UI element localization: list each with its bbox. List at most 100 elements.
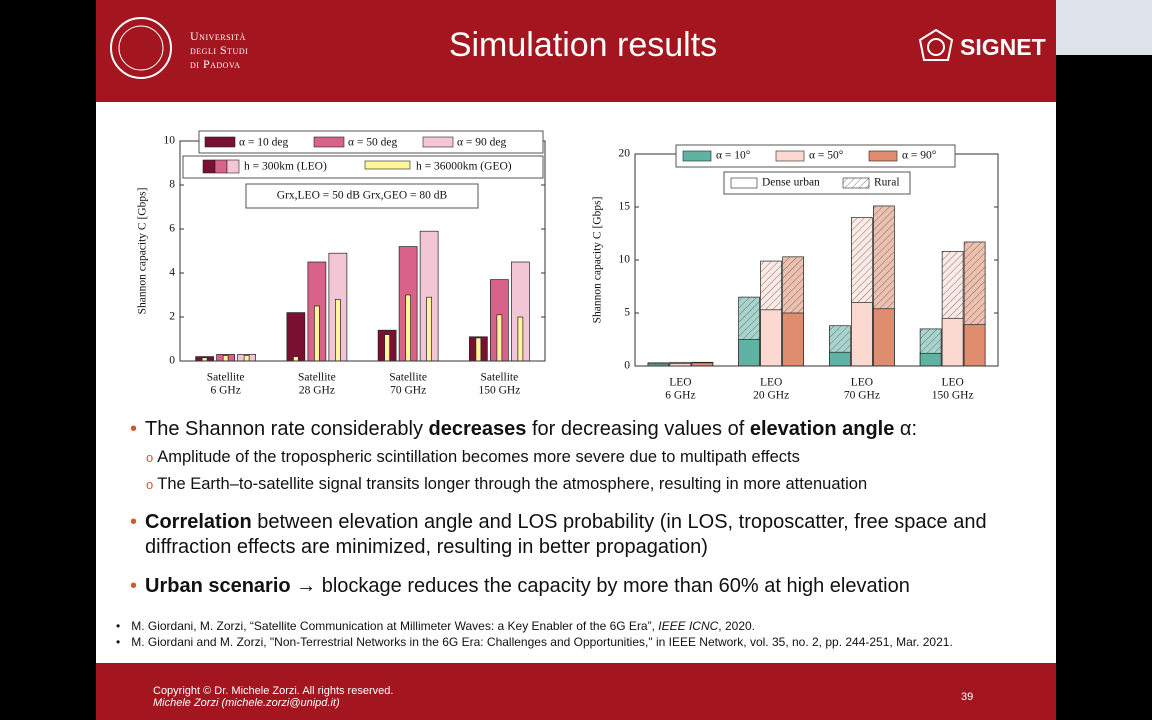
reference: M. Giordani and M. Zorzi, "Non-Terrestri… xyxy=(116,635,953,649)
text-run: between elevation angle and LOS probabil… xyxy=(145,511,987,558)
bar xyxy=(222,355,229,362)
x-tick-label: Satellite xyxy=(298,372,336,384)
y-tick-label: 15 xyxy=(619,201,631,213)
bar xyxy=(405,294,411,362)
legend-box xyxy=(675,144,956,168)
university-name: Università xyxy=(190,29,246,43)
reference: M. Giordani, M. Zorzi, “Satellite Commun… xyxy=(116,619,755,633)
y-tick-label: 8 xyxy=(169,179,175,191)
bar xyxy=(782,312,804,367)
bar xyxy=(475,337,482,362)
text-run: α: xyxy=(894,418,918,440)
bar xyxy=(851,302,873,367)
legend-label: Rural xyxy=(874,177,900,189)
x-tick-label: 70 GHz xyxy=(844,390,880,402)
y-axis-label: Shannon capacity C [Gbps] xyxy=(137,188,149,315)
text-run: IEEE ICNC xyxy=(658,619,719,633)
university-name: degli Studi xyxy=(190,43,249,57)
signet-logo: SIGNET xyxy=(960,34,1046,60)
bar xyxy=(314,305,320,362)
y-tick-label: 20 xyxy=(619,148,631,160)
bar xyxy=(517,316,524,362)
x-tick-label: 20 GHz xyxy=(753,390,789,402)
bar xyxy=(941,317,964,367)
page-number: 39 xyxy=(961,691,974,703)
legend-label: h = 300km (LEO) xyxy=(244,161,327,173)
legend-swatch xyxy=(730,177,758,189)
bar xyxy=(873,308,895,367)
x-tick-label: LEO xyxy=(851,377,873,389)
text-run: Urban scenario xyxy=(145,575,291,597)
charts: Shannon capacity C [Gbps] 0 2 4 6 8 10 Satellit… xyxy=(137,130,999,402)
y-tick-label: 0 xyxy=(624,360,630,372)
bullet: Urban scenario → blockage reduces the ca… xyxy=(130,574,1040,599)
x-tick-label: LEO xyxy=(669,377,691,389)
bar xyxy=(829,351,851,367)
copyright: Copyright © Dr. Michele Zorzi. All right… xyxy=(153,685,394,697)
slide-title: Simulation results xyxy=(448,26,718,64)
legend-label: α = 50° xyxy=(809,150,844,162)
legend-swatch xyxy=(204,136,236,148)
y-tick-label: 2 xyxy=(169,311,175,323)
bar xyxy=(760,309,782,367)
legend-swatch xyxy=(842,177,870,189)
x-tick-label: LEO xyxy=(760,377,782,389)
annotation: Grx,LEO = 50 dB Grx,GEO = 80 dB xyxy=(277,190,448,202)
legend-box xyxy=(182,155,544,179)
legend-swatch xyxy=(364,160,411,170)
bullet: The Shannon rate considerably decreases … xyxy=(130,417,1040,442)
legend-swatch xyxy=(214,159,228,174)
bar xyxy=(335,299,341,362)
y-axis-label: Shannon capacity C [Gbps] xyxy=(592,197,604,324)
text-run: Correlation xyxy=(145,511,252,533)
x-tick-label: 150 GHz xyxy=(478,385,520,397)
text-run: M. Giordani and M. Zorzi, "Non-Terrestri… xyxy=(131,635,953,649)
text-run: → blockage reduces the capacity by more … xyxy=(290,575,910,597)
y-tick-label: 5 xyxy=(624,307,630,319)
x-tick-label: Satellite xyxy=(207,372,245,384)
sub-bullet: The Earth–to-satellite signal transits l… xyxy=(146,475,867,494)
legend-swatch xyxy=(226,159,240,174)
bar xyxy=(286,312,306,362)
legend-swatch xyxy=(868,150,898,162)
x-tick-label: 6 GHz xyxy=(665,390,695,402)
y-tick-label: 6 xyxy=(169,223,175,235)
legend-label: α = 90 deg xyxy=(457,137,506,149)
legend-label: Dense urban xyxy=(762,177,820,189)
x-tick-label: LEO xyxy=(941,377,963,389)
legend-swatch xyxy=(202,159,216,174)
text-run: elevation angle xyxy=(749,418,895,440)
legend-swatch xyxy=(775,150,805,162)
bar xyxy=(919,352,942,367)
x-tick-label: Satellite xyxy=(481,372,519,384)
slide-header xyxy=(96,0,1056,102)
text-run: M. Giordani, M. Zorzi, “Satellite Commun… xyxy=(131,619,659,633)
signet-icon xyxy=(918,28,954,61)
bar xyxy=(243,355,250,362)
bar xyxy=(496,314,503,362)
legend-label: α = 10 deg xyxy=(239,137,288,149)
bullet: Correlation between elevation angle and … xyxy=(130,510,1040,560)
university-seal xyxy=(110,17,172,79)
university-seal-inner xyxy=(118,25,164,71)
y-tick-label: 4 xyxy=(169,267,175,279)
text-run: decreases xyxy=(428,418,527,440)
legend-label: α = 10° xyxy=(716,150,751,162)
legend-swatch xyxy=(313,136,345,148)
university-name: di Padova xyxy=(190,57,241,71)
text-run: , 2020. xyxy=(718,619,755,633)
x-tick-label: 6 GHz xyxy=(210,385,240,397)
legend-label: α = 50 deg xyxy=(348,137,397,149)
legend-swatch xyxy=(422,136,454,148)
legend-label: h = 36000km (GEO) xyxy=(416,161,512,173)
x-tick-label: Satellite xyxy=(389,372,427,384)
legend-box xyxy=(198,130,544,154)
author: Michele Zorzi (michele.zorzi@unipd.it) xyxy=(153,697,340,709)
bar xyxy=(384,334,390,362)
slide-footer xyxy=(96,663,1056,720)
x-tick-label: 70 GHz xyxy=(390,385,426,397)
bar xyxy=(426,296,432,362)
y-tick-label: 10 xyxy=(164,135,176,147)
slide xyxy=(96,0,1056,720)
